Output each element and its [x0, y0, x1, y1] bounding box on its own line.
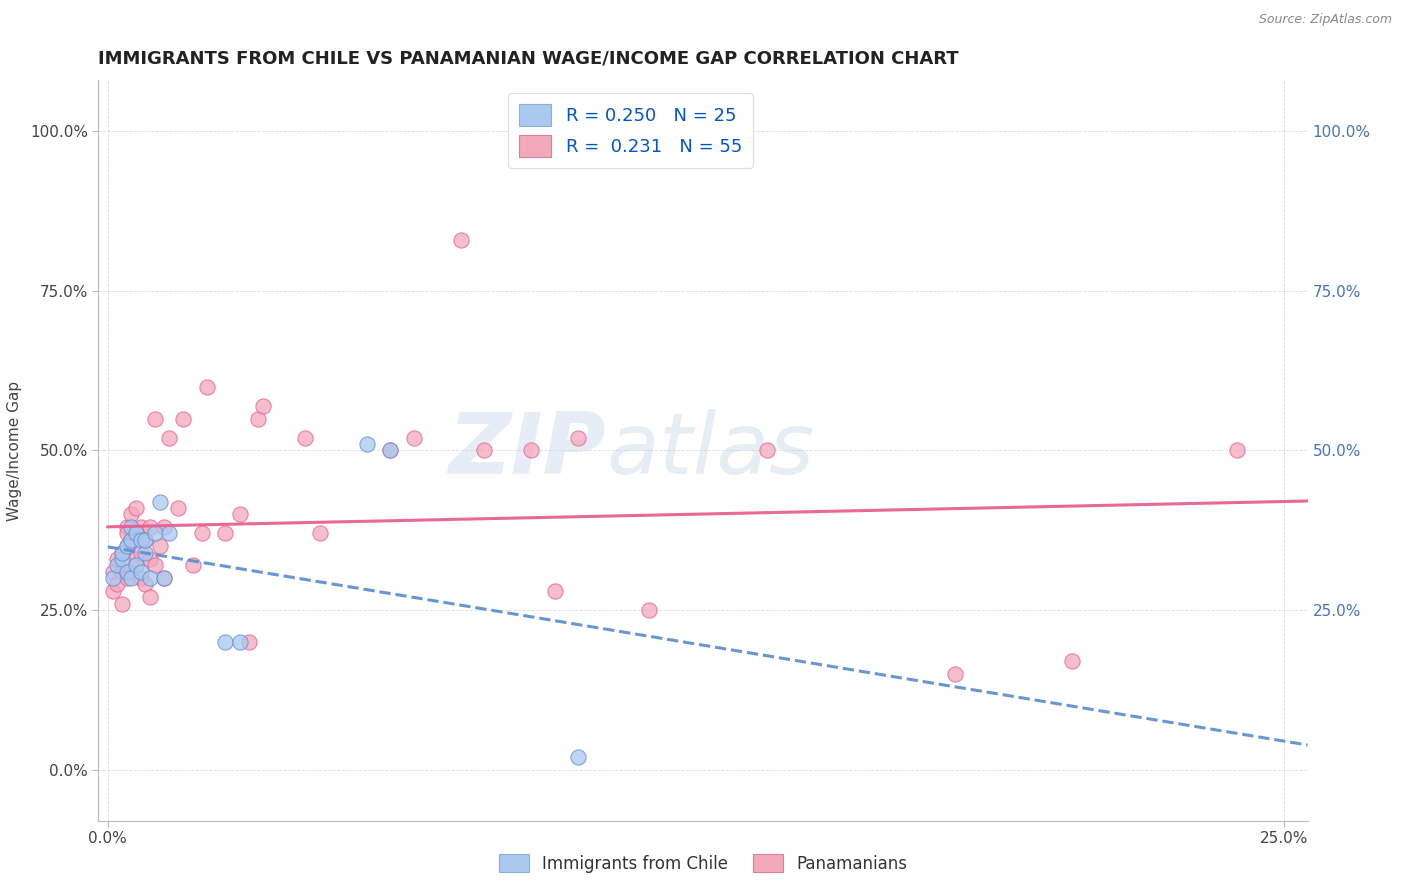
Legend: Immigrants from Chile, Panamanians: Immigrants from Chile, Panamanians: [492, 847, 914, 880]
Point: [115, 539, 138, 553]
Point: [1226, 443, 1249, 458]
Point: [378, 443, 401, 458]
Point: [120, 533, 142, 547]
Point: [111, 545, 134, 559]
Point: [181, 558, 204, 573]
Point: [567, 431, 589, 445]
Point: [153, 571, 176, 585]
Point: [153, 571, 176, 585]
Point: [544, 583, 567, 598]
Point: [356, 437, 378, 451]
Point: [129, 520, 152, 534]
Point: [139, 571, 162, 585]
Point: [101, 583, 124, 598]
Point: [139, 520, 162, 534]
Text: ZIP: ZIP: [449, 409, 606, 492]
Point: [472, 443, 495, 458]
Point: [125, 526, 148, 541]
Point: [143, 526, 166, 541]
Point: [129, 565, 152, 579]
Point: [134, 577, 156, 591]
Point: [105, 577, 128, 591]
Point: [228, 635, 250, 649]
Point: [195, 379, 218, 393]
Point: [402, 431, 425, 445]
Point: [129, 571, 152, 585]
Point: [101, 571, 124, 585]
Y-axis label: Wage/Income Gap: Wage/Income Gap: [7, 380, 21, 521]
Point: [115, 539, 138, 553]
Point: [755, 443, 778, 458]
Point: [214, 526, 236, 541]
Point: [111, 565, 134, 579]
Point: [125, 552, 148, 566]
Point: [134, 533, 156, 547]
Point: [115, 565, 138, 579]
Point: [172, 411, 194, 425]
Text: Source: ZipAtlas.com: Source: ZipAtlas.com: [1258, 13, 1392, 27]
Point: [134, 533, 156, 547]
Point: [1062, 654, 1084, 668]
Point: [120, 520, 142, 534]
Point: [111, 552, 134, 566]
Point: [105, 552, 128, 566]
Point: [450, 233, 472, 247]
Point: [247, 411, 270, 425]
Text: atlas: atlas: [606, 409, 814, 492]
Point: [139, 552, 162, 566]
Point: [520, 443, 543, 458]
Point: [139, 591, 162, 605]
Point: [115, 520, 138, 534]
Point: [567, 749, 589, 764]
Point: [149, 494, 172, 508]
Point: [125, 558, 148, 573]
Point: [308, 526, 330, 541]
Point: [115, 526, 138, 541]
Point: [120, 558, 142, 573]
Point: [120, 533, 142, 547]
Point: [115, 571, 138, 585]
Point: [294, 431, 316, 445]
Point: [120, 571, 142, 585]
Point: [228, 508, 250, 522]
Point: [125, 526, 148, 541]
Point: [129, 533, 152, 547]
Point: [129, 545, 152, 559]
Point: [238, 635, 260, 649]
Point: [157, 526, 180, 541]
Point: [167, 500, 190, 515]
Point: [378, 443, 401, 458]
Point: [252, 399, 274, 413]
Point: [638, 603, 661, 617]
Point: [125, 500, 148, 515]
Text: IMMIGRANTS FROM CHILE VS PANAMANIAN WAGE/INCOME GAP CORRELATION CHART: IMMIGRANTS FROM CHILE VS PANAMANIAN WAGE…: [98, 50, 959, 68]
Point: [153, 520, 176, 534]
Point: [120, 508, 142, 522]
Point: [101, 565, 124, 579]
Point: [157, 431, 180, 445]
Point: [105, 558, 128, 573]
Legend: R = 0.250   N = 25, R =  0.231   N = 55: R = 0.250 N = 25, R = 0.231 N = 55: [508, 93, 754, 168]
Point: [149, 539, 172, 553]
Point: [143, 411, 166, 425]
Point: [191, 526, 214, 541]
Point: [943, 666, 966, 681]
Point: [214, 635, 236, 649]
Point: [143, 558, 166, 573]
Point: [111, 545, 134, 559]
Point: [134, 545, 156, 559]
Point: [111, 597, 134, 611]
